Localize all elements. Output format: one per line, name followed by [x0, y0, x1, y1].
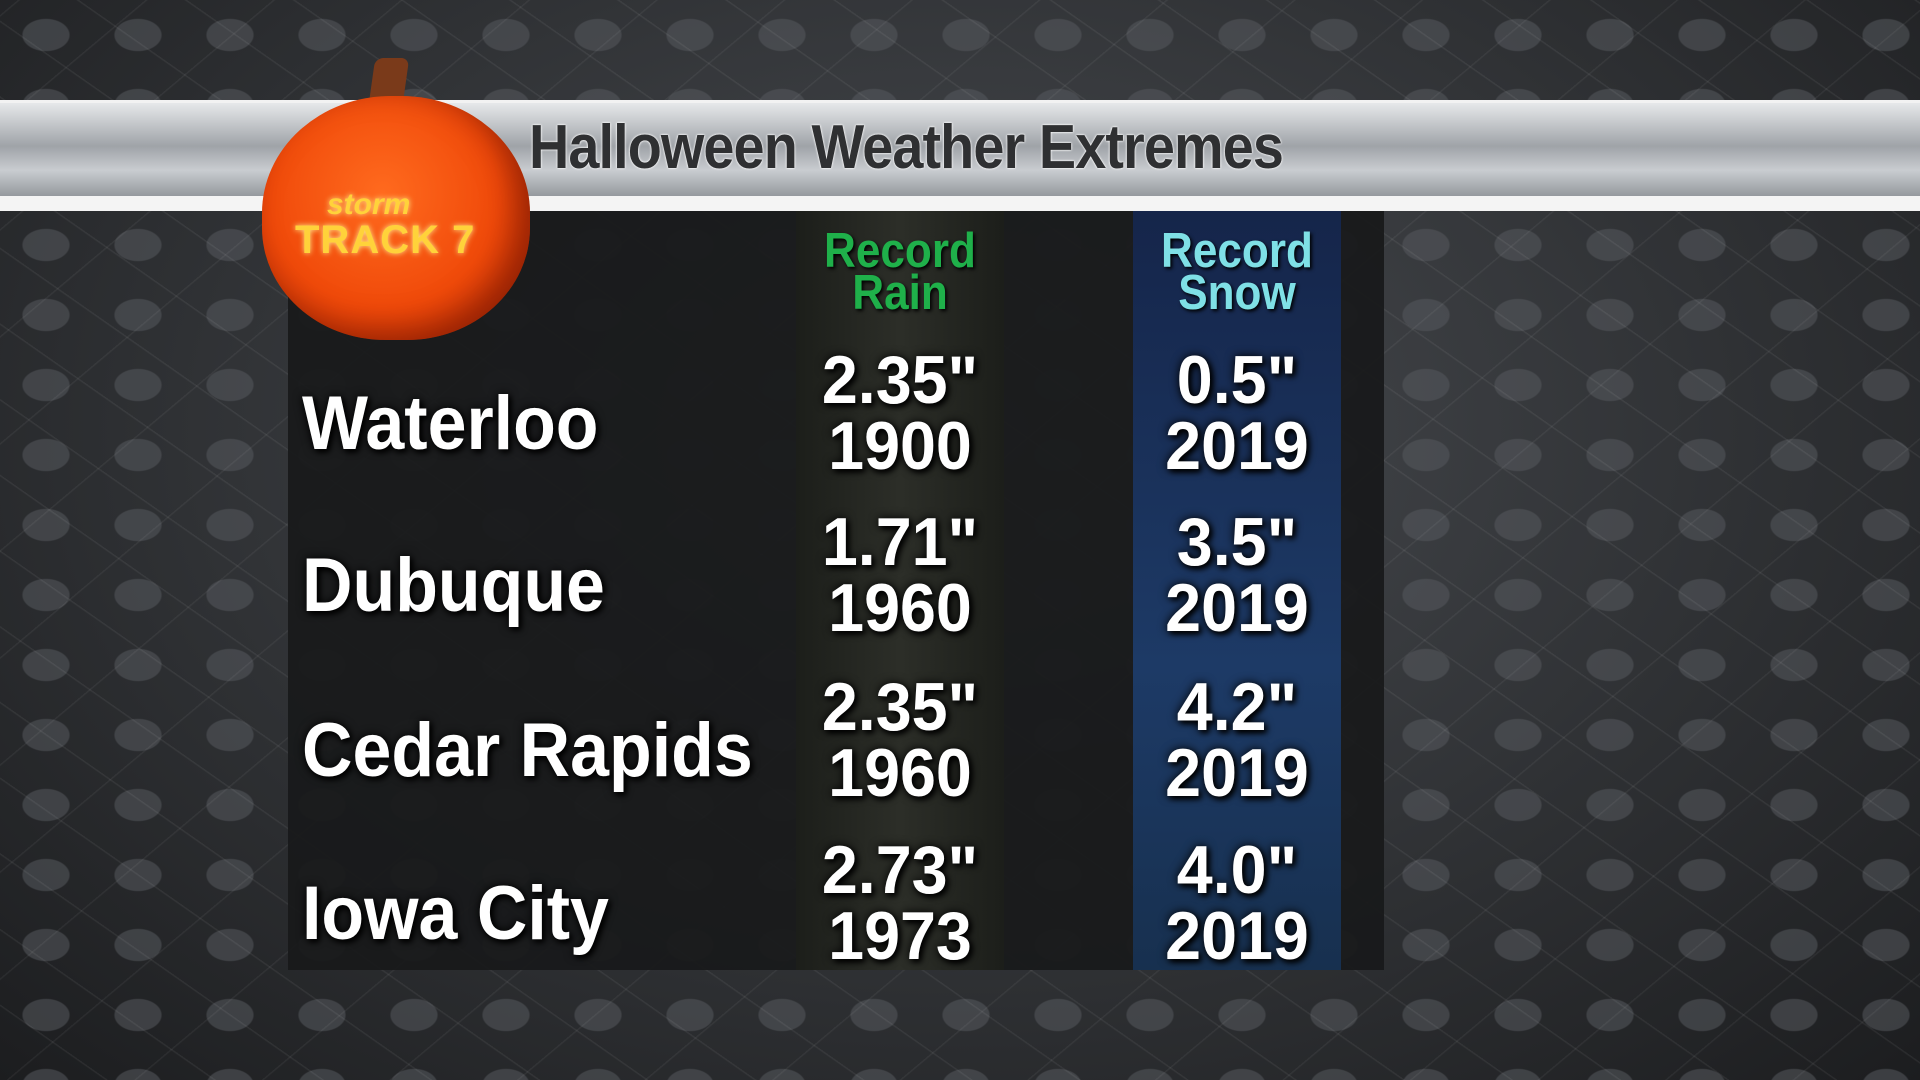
rain-year: 1900: [828, 408, 972, 484]
snow-header-line1: Record: [1161, 224, 1313, 278]
snow-year: 2019: [1165, 898, 1309, 974]
snow-amount: 3.5": [1176, 504, 1298, 580]
snow-year: 2019: [1165, 735, 1309, 811]
pumpkin-logo: [262, 96, 530, 340]
snow-header-line2: Snow: [1178, 266, 1296, 320]
snow-header: Record Snow: [1143, 224, 1330, 320]
snow-year: 2019: [1165, 408, 1309, 484]
snow-amount: 4.2": [1176, 669, 1298, 745]
logo-line2: TRACK 7: [295, 218, 476, 262]
rain-year: 1960: [828, 570, 972, 646]
page-title: Halloween Weather Extremes: [529, 113, 1284, 182]
rain-header-line1: Record: [824, 224, 976, 278]
rain-amount: 1.71": [821, 504, 979, 580]
snow-year: 2019: [1165, 570, 1309, 646]
logo-line1: storm: [327, 188, 411, 221]
city-name: Iowa City: [302, 871, 609, 956]
rain-amount: 2.35": [821, 669, 979, 745]
snow-column: [1133, 211, 1341, 970]
snow-amount: 4.0": [1176, 832, 1298, 908]
rain-header: Record Rain: [806, 224, 993, 320]
rain-column: [796, 211, 1004, 970]
city-name: Waterloo: [302, 381, 599, 466]
city-name: Dubuque: [302, 543, 605, 628]
rain-year: 1973: [828, 898, 972, 974]
rain-year: 1960: [828, 735, 972, 811]
city-name: Cedar Rapids: [302, 708, 753, 793]
rain-amount: 2.35": [821, 342, 979, 418]
storm-track-7-logo: storm TRACK 7: [295, 188, 476, 262]
rain-amount: 2.73": [821, 832, 979, 908]
snow-amount: 0.5": [1176, 342, 1298, 418]
rain-header-line2: Rain: [852, 266, 948, 320]
